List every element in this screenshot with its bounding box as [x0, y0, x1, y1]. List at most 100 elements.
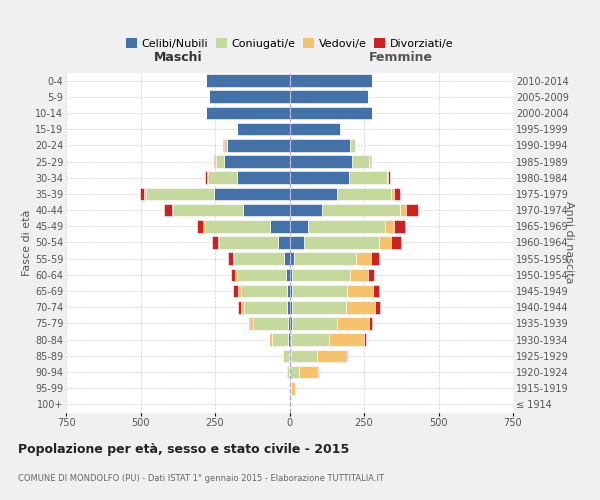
Bar [290, 317, 292, 330]
Text: Popolazione per età, sesso e stato civile - 2015: Popolazione per età, sesso e stato civil… [18, 442, 349, 456]
Bar [373, 285, 379, 298]
Bar [287, 285, 290, 298]
Bar [385, 220, 394, 232]
Bar [237, 268, 286, 281]
Bar [241, 285, 287, 298]
Bar [292, 268, 350, 281]
Bar [241, 301, 244, 314]
Bar [206, 74, 290, 87]
Bar [400, 204, 406, 216]
Bar [292, 301, 346, 314]
Bar [284, 252, 290, 265]
Bar [278, 236, 290, 249]
Bar [294, 252, 356, 265]
Bar [391, 236, 401, 249]
Bar [292, 285, 347, 298]
Bar [205, 172, 207, 184]
Bar [140, 188, 144, 200]
Bar [282, 350, 283, 362]
Bar [215, 155, 224, 168]
Bar [368, 268, 374, 281]
Bar [292, 317, 337, 330]
Bar [394, 188, 400, 200]
Bar [350, 268, 368, 281]
Bar [144, 188, 146, 200]
Bar [228, 252, 233, 265]
Bar [224, 139, 227, 151]
Bar [269, 334, 272, 346]
Bar [218, 236, 220, 249]
Bar [370, 155, 371, 168]
Bar [317, 350, 346, 362]
Bar [238, 172, 290, 184]
Bar [235, 268, 237, 281]
Bar [164, 204, 172, 216]
Bar [208, 172, 238, 184]
Bar [272, 334, 289, 346]
Text: COMUNE DI MONDOLFO (PU) - Dati ISTAT 1° gennaio 2015 - Elaborazione TUTTITALIA.I: COMUNE DI MONDOLFO (PU) - Dati ISTAT 1° … [18, 474, 384, 483]
Bar [391, 188, 394, 200]
Bar [347, 285, 373, 298]
Bar [238, 285, 241, 298]
Bar [346, 301, 376, 314]
Bar [209, 90, 290, 103]
Bar [349, 172, 386, 184]
Bar [173, 204, 244, 216]
Bar [253, 317, 288, 330]
Bar [304, 236, 379, 249]
Bar [290, 123, 340, 136]
Bar [227, 139, 290, 151]
Bar [220, 236, 278, 249]
Text: Maschi: Maschi [154, 52, 202, 64]
Bar [288, 317, 290, 330]
Bar [233, 252, 234, 265]
Bar [291, 382, 295, 394]
Bar [244, 301, 287, 314]
Bar [290, 236, 304, 249]
Bar [212, 236, 218, 249]
Bar [238, 301, 241, 314]
Bar [371, 252, 379, 265]
Bar [370, 317, 372, 330]
Bar [283, 350, 289, 362]
Bar [250, 317, 253, 330]
Bar [340, 123, 341, 136]
Bar [290, 220, 308, 232]
Bar [322, 204, 400, 216]
Bar [291, 334, 329, 346]
Bar [287, 301, 290, 314]
Bar [290, 172, 349, 184]
Bar [172, 204, 173, 216]
Bar [337, 188, 391, 200]
Bar [290, 285, 292, 298]
Bar [234, 252, 284, 265]
Bar [290, 139, 350, 151]
Bar [287, 366, 289, 378]
Bar [356, 252, 371, 265]
Bar [270, 220, 290, 232]
Bar [233, 285, 238, 298]
Bar [290, 366, 299, 378]
Bar [337, 317, 370, 330]
Bar [352, 155, 370, 168]
Bar [289, 350, 290, 362]
Bar [291, 350, 317, 362]
Bar [290, 350, 291, 362]
Bar [308, 220, 385, 232]
Y-axis label: Fasce di età: Fasce di età [22, 210, 32, 276]
Bar [238, 123, 290, 136]
Bar [205, 220, 270, 232]
Bar [249, 317, 250, 330]
Text: Femmine: Femmine [369, 52, 433, 64]
Y-axis label: Anni di nascita: Anni di nascita [564, 201, 574, 284]
Bar [376, 301, 380, 314]
Bar [286, 268, 290, 281]
Bar [350, 139, 355, 151]
Bar [290, 155, 352, 168]
Bar [231, 268, 235, 281]
Bar [146, 188, 214, 200]
Bar [244, 204, 290, 216]
Bar [214, 155, 215, 168]
Bar [329, 334, 364, 346]
Bar [197, 220, 203, 232]
